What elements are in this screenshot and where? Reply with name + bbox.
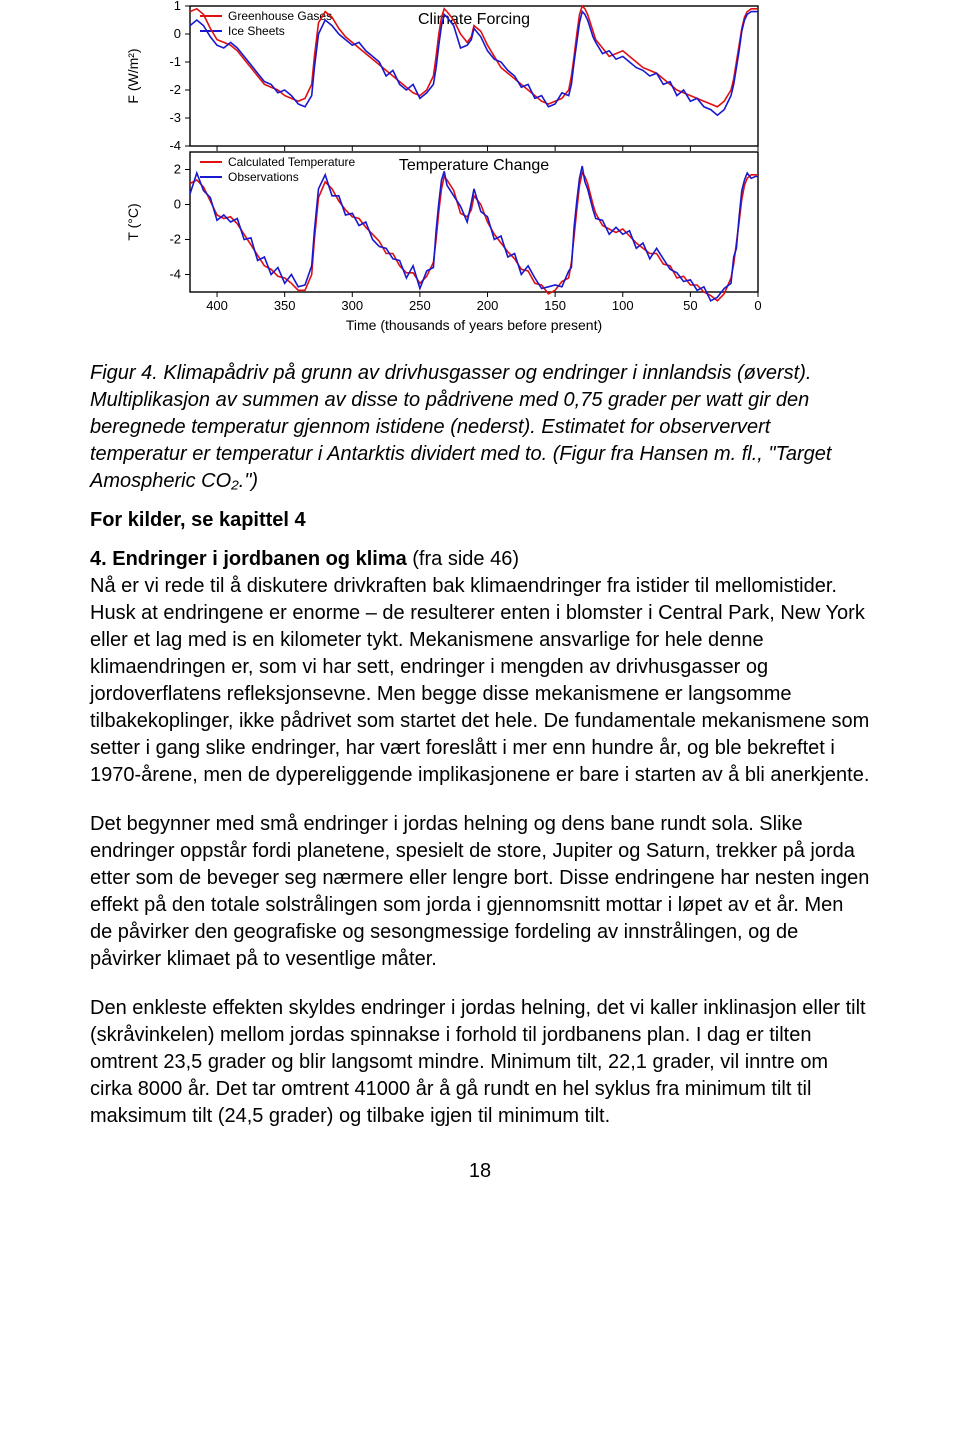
svg-text:Temperature Change: Temperature Change — [399, 157, 549, 174]
svg-text:150: 150 — [544, 298, 566, 313]
svg-text:400: 400 — [206, 298, 228, 313]
svg-text:T (°C): T (°C) — [125, 203, 141, 240]
svg-text:Ice Sheets: Ice Sheets — [228, 24, 285, 38]
sources-note: For kilder, se kapittel 4 — [90, 509, 870, 532]
svg-text:350: 350 — [274, 298, 296, 313]
section-heading: 4. Endringer i jordbanen og klima — [90, 548, 407, 570]
section-para-3: Den enkleste effekten skyldes endringer … — [90, 995, 870, 1130]
svg-text:-4: -4 — [169, 138, 181, 153]
svg-text:-1: -1 — [169, 54, 181, 69]
para1-text: Nå er vi rede til å diskutere drivkrafte… — [90, 575, 869, 786]
svg-text:Time (thousands of years befor: Time (thousands of years before present) — [346, 317, 602, 333]
svg-text:-2: -2 — [169, 82, 181, 97]
svg-text:300: 300 — [341, 298, 363, 313]
chart-stack: 10-1-2-3-4F (W/m²)Climate ForcingGreenho… — [120, 0, 770, 340]
svg-text:Calculated Temperature: Calculated Temperature — [228, 155, 356, 169]
svg-text:-3: -3 — [169, 110, 181, 125]
svg-text:250: 250 — [409, 298, 431, 313]
svg-text:0: 0 — [174, 197, 181, 212]
section-para-1: 4. Endringer i jordbanen og klima (fra s… — [90, 546, 870, 789]
svg-text:Observations: Observations — [228, 170, 299, 184]
svg-text:F (W/m²): F (W/m²) — [125, 48, 141, 103]
figure-caption: Figur 4. Klimapådriv på grunn av drivhus… — [90, 360, 870, 495]
svg-text:1: 1 — [174, 0, 181, 13]
page-number: 18 — [90, 1160, 870, 1183]
section-para-2: Det begynner med små endringer i jordas … — [90, 811, 870, 973]
section-heading-paren: (fra side 46) — [407, 548, 519, 570]
svg-text:2: 2 — [174, 162, 181, 177]
svg-text:50: 50 — [683, 298, 697, 313]
svg-text:200: 200 — [477, 298, 499, 313]
svg-text:Greenhouse Gases: Greenhouse Gases — [228, 9, 332, 23]
climate-charts-svg: 10-1-2-3-4F (W/m²)Climate ForcingGreenho… — [120, 0, 770, 340]
svg-text:100: 100 — [612, 298, 634, 313]
svg-text:0: 0 — [754, 298, 761, 313]
svg-text:0: 0 — [174, 26, 181, 41]
svg-text:-2: -2 — [169, 232, 181, 247]
svg-text:-4: -4 — [169, 267, 181, 282]
